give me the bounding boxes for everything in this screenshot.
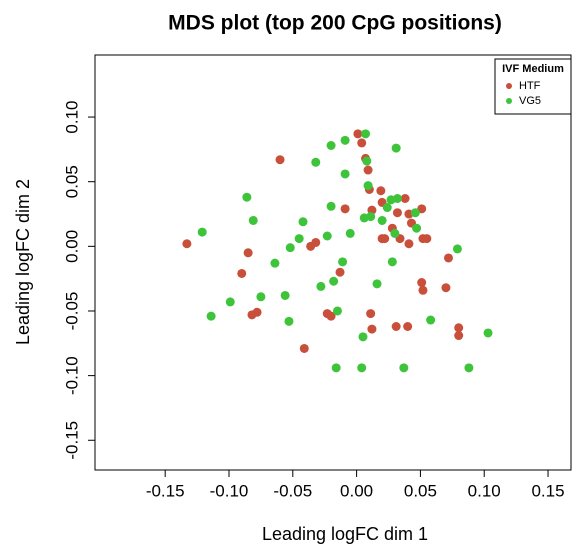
point [182, 239, 192, 249]
point [299, 343, 309, 353]
point [391, 321, 401, 331]
x-tick-label: 0.05 [404, 481, 437, 500]
point [340, 204, 350, 214]
point [357, 363, 367, 373]
legend-label: VG5 [519, 95, 541, 107]
point [275, 155, 285, 165]
point [400, 194, 410, 204]
x-axis-label: Leading logFC dim 1 [262, 524, 428, 544]
point [252, 307, 262, 317]
legend-marker [506, 98, 512, 104]
point [357, 138, 367, 148]
point [376, 186, 386, 196]
point [243, 248, 253, 258]
point [483, 328, 493, 338]
point [340, 135, 350, 145]
x-tick-label: -0.10 [210, 481, 249, 500]
point [426, 315, 436, 325]
point [242, 192, 252, 202]
point [345, 228, 355, 238]
point [382, 203, 392, 213]
point [326, 201, 336, 211]
point [237, 268, 247, 278]
point [225, 297, 235, 307]
point [329, 276, 339, 286]
chart-title: MDS plot (top 200 CpG positions) [168, 12, 502, 35]
point [280, 290, 290, 300]
y-tick-label: 0.00 [62, 230, 81, 263]
point [410, 208, 420, 218]
plot-frame [94, 54, 572, 471]
point [412, 223, 422, 233]
point [464, 363, 474, 373]
point [326, 140, 336, 150]
point [197, 227, 207, 237]
point [380, 234, 390, 244]
point [332, 306, 342, 316]
point [311, 157, 321, 167]
x-tick-label: 0.10 [468, 481, 501, 500]
y-tick-label: 0.05 [62, 165, 81, 198]
point [363, 181, 373, 191]
point [322, 231, 332, 241]
point [377, 215, 387, 225]
point [454, 331, 464, 341]
point [361, 129, 371, 139]
point [366, 309, 376, 319]
y-tick-label: -0.15 [62, 421, 81, 460]
point [404, 239, 414, 249]
point [363, 165, 373, 175]
point [452, 244, 462, 254]
legend-marker [506, 83, 512, 89]
point [316, 281, 326, 291]
legend-title: IVF Medium [502, 63, 564, 75]
point [270, 258, 280, 268]
x-tick-label: 0.00 [340, 481, 373, 500]
legend-label: HTF [519, 80, 541, 92]
point [366, 212, 376, 222]
x-tick-label: 0.15 [531, 481, 564, 500]
point [256, 292, 266, 302]
point [403, 321, 413, 331]
y-tick-label: -0.10 [62, 356, 81, 395]
point [248, 215, 258, 225]
point [441, 283, 451, 293]
x-tick-label: -0.15 [146, 481, 185, 500]
point [353, 129, 363, 139]
point [294, 234, 304, 244]
point [422, 234, 432, 244]
point [285, 243, 295, 253]
point [390, 228, 400, 238]
point [331, 363, 341, 373]
point [454, 323, 464, 333]
y-tick-label: 0.10 [62, 101, 81, 134]
point [392, 194, 402, 204]
point [340, 169, 350, 179]
point [358, 332, 368, 342]
point [284, 316, 294, 326]
point [298, 217, 308, 227]
point [372, 279, 382, 289]
point [367, 324, 377, 334]
point [206, 311, 216, 321]
point [392, 208, 402, 218]
y-tick-label: -0.05 [62, 292, 81, 331]
point [311, 237, 321, 247]
point [443, 253, 453, 263]
point [387, 257, 397, 267]
point [391, 143, 401, 153]
point [326, 311, 336, 321]
point [418, 285, 428, 295]
point [417, 278, 427, 288]
y-axis-label: Leading logFC dim 2 [13, 179, 33, 345]
x-tick-label: -0.05 [273, 481, 312, 500]
point [399, 363, 409, 373]
point [335, 267, 345, 277]
point [338, 257, 348, 267]
point [362, 156, 372, 166]
